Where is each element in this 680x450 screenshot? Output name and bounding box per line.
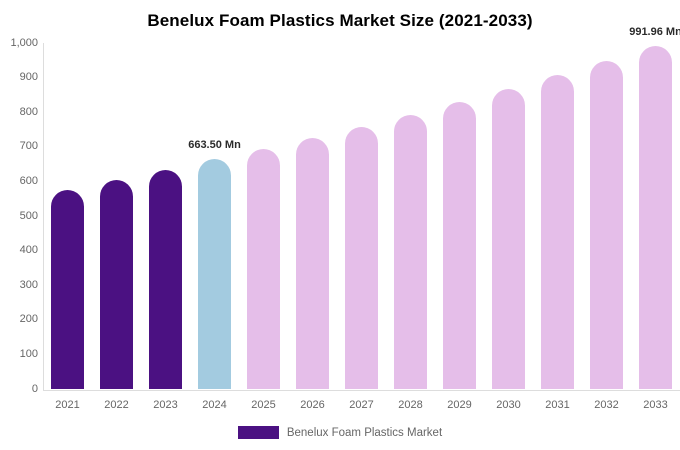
- x-axis-tick-label: 2023: [153, 399, 178, 411]
- bar-2025[interactable]: [247, 148, 280, 389]
- x-axis-tick-label: 2031: [545, 399, 570, 411]
- bar-2031[interactable]: [541, 75, 574, 389]
- y-axis-tick-label: 800: [19, 105, 38, 118]
- bar-2032[interactable]: [590, 60, 623, 389]
- x-axis-tick-label: 2024: [202, 399, 227, 411]
- y-axis-tick-label: 100: [19, 347, 38, 360]
- y-axis-tick-label: 0: [31, 382, 38, 395]
- y-axis-tick-label: 900: [19, 71, 38, 84]
- x-axis-tick-label: 2032: [594, 399, 619, 411]
- bar-2024[interactable]: [198, 159, 231, 389]
- bar-2023[interactable]: [149, 169, 182, 389]
- bar-2026[interactable]: [296, 137, 329, 389]
- bar-2022[interactable]: [100, 180, 133, 389]
- chart-title: Benelux Foam Plastics Market Size (2021-…: [147, 11, 533, 30]
- y-axis-tick-label: 700: [19, 140, 38, 153]
- data-label-2033: 991.96 Mn: [629, 25, 680, 38]
- bar-2030[interactable]: [492, 88, 525, 389]
- y-axis-tick-label: 600: [19, 174, 38, 187]
- x-axis-tick-label: 2021: [55, 399, 80, 411]
- data-label-2024: 663.50 Mn: [188, 139, 241, 152]
- y-axis-line: [43, 43, 44, 390]
- bar-2033[interactable]: [639, 45, 672, 389]
- y-axis-tick-label: 400: [19, 244, 38, 257]
- x-axis-tick-label: 2030: [496, 399, 521, 411]
- bar-2021[interactable]: [51, 190, 84, 389]
- x-axis-line: [43, 390, 680, 391]
- x-axis-tick-label: 2026: [300, 399, 325, 411]
- x-axis-tick-label: 2029: [447, 399, 472, 411]
- y-axis-tick-label: 300: [19, 278, 38, 291]
- legend[interactable]: Benelux Foam Plastics Market: [0, 426, 680, 439]
- y-axis-tick-label: 1,000: [10, 36, 38, 49]
- bar-2029[interactable]: [443, 101, 476, 389]
- x-axis-tick-label: 2027: [349, 399, 374, 411]
- y-axis-tick-label: 500: [19, 209, 38, 222]
- x-axis-tick-label: 2025: [251, 399, 276, 411]
- x-axis-tick-label: 2022: [104, 399, 129, 411]
- bar-2027[interactable]: [345, 126, 378, 389]
- y-axis-tick-label: 200: [19, 313, 38, 326]
- x-axis-tick-label: 2033: [643, 399, 668, 411]
- x-axis-tick-label: 2028: [398, 399, 423, 411]
- legend-swatch-icon: [237, 426, 279, 439]
- bar-2028[interactable]: [394, 114, 427, 389]
- legend-label: Benelux Foam Plastics Market: [286, 426, 443, 439]
